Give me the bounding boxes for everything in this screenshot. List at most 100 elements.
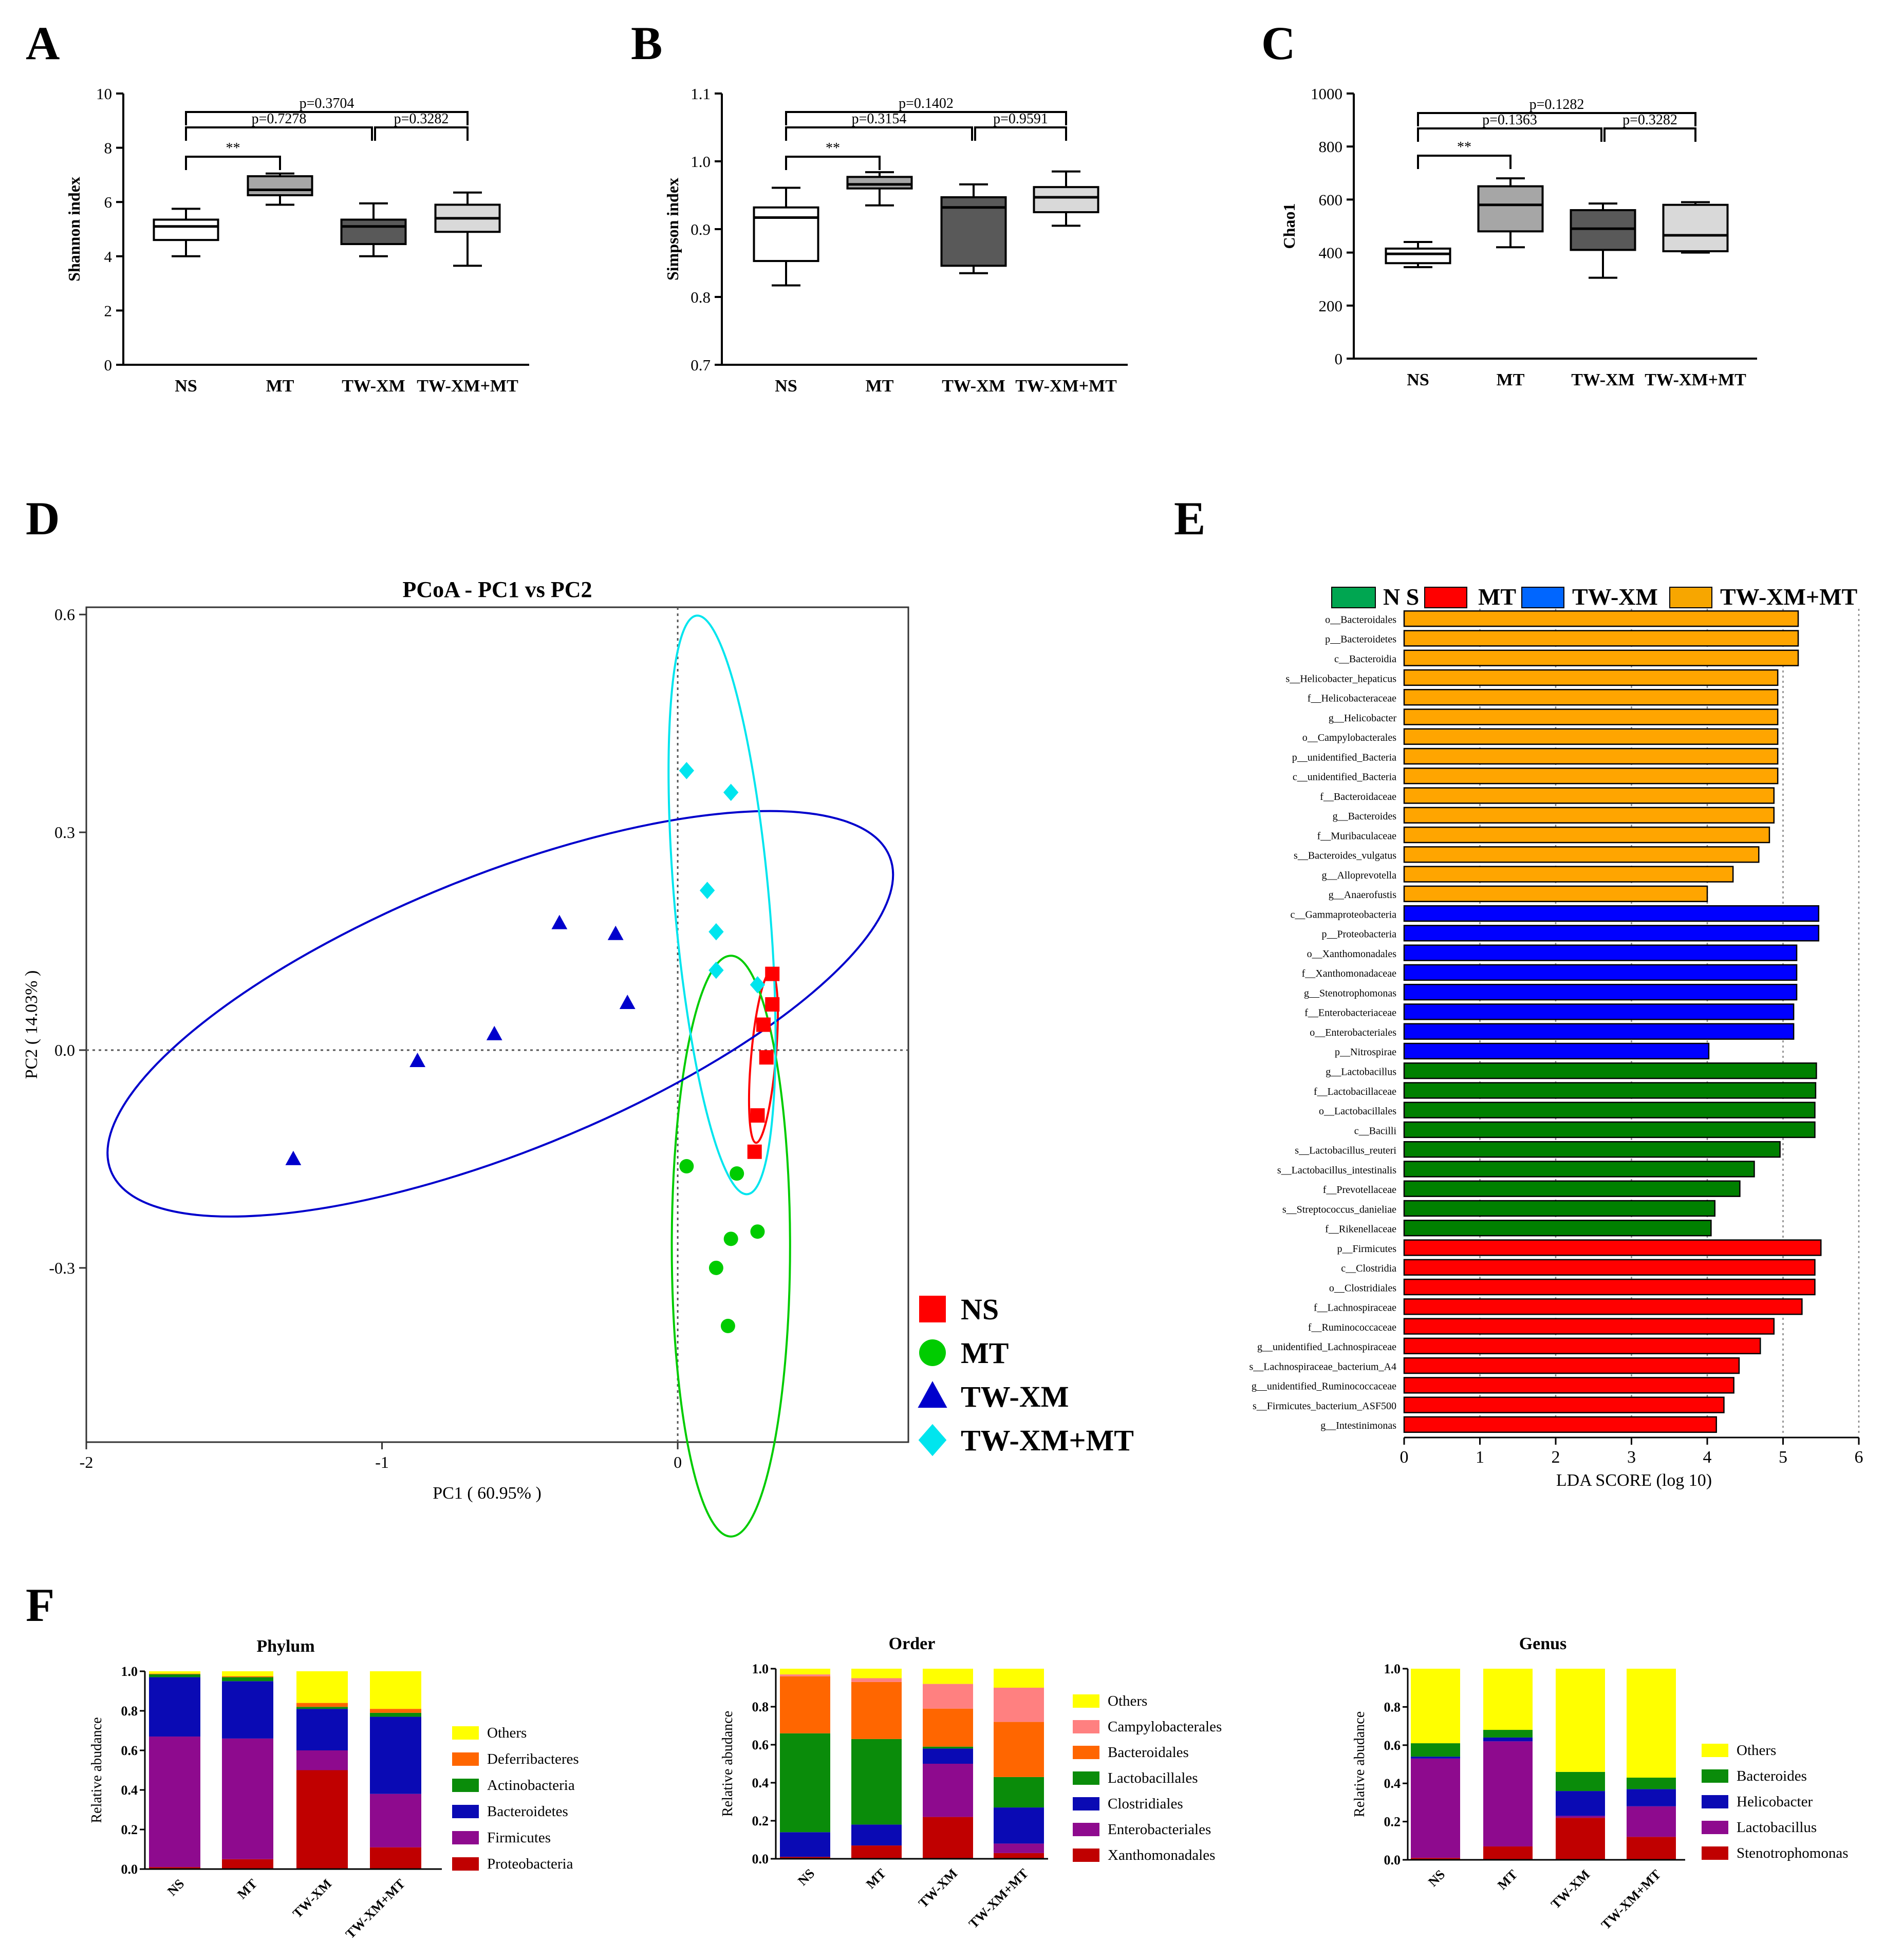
bar-label: p__Bacteroidetes	[1325, 634, 1396, 645]
lda-bar	[1403, 1121, 1816, 1138]
x-tick-label: MT	[266, 377, 294, 396]
y-tick-label: 0.9	[691, 220, 711, 238]
bar-label: f__Muribaculaceae	[1317, 830, 1396, 842]
legend-swatch	[1702, 1821, 1728, 1834]
lda-bar	[1403, 1278, 1816, 1296]
data-point-ns	[765, 997, 780, 1012]
lda-bar	[1403, 1298, 1803, 1315]
stack-segment-others	[1411, 1669, 1460, 1744]
box-tw-xm	[340, 218, 407, 246]
significance-bracket	[185, 126, 373, 141]
lda-bar	[1403, 768, 1779, 785]
data-point-mt	[750, 1224, 765, 1239]
panel-letter-d: D	[26, 492, 60, 545]
bar-label: s__Firmicutes_bacterium_ASF500	[1253, 1401, 1396, 1412]
legend-swatch	[1669, 587, 1712, 608]
stack-segment-firmicutes	[370, 1794, 421, 1847]
stack-segment-bacteroidales	[780, 1676, 830, 1733]
stack-segment-others	[1556, 1669, 1605, 1772]
legend-label: MT	[1478, 584, 1516, 610]
stack-segment-bacteroidetes	[296, 1709, 348, 1750]
stack-segment-lactobacillus	[1411, 1758, 1460, 1858]
stack-segment-bacteroidales	[851, 1682, 902, 1739]
stack-segment-others	[222, 1671, 273, 1676]
x-tick-label: NS	[795, 1866, 817, 1889]
y-tick-label: 1.0	[752, 1662, 769, 1676]
data-point-mt	[720, 1318, 735, 1333]
confidence-ellipse-mt	[670, 955, 791, 1538]
data-point-tw-xm	[619, 995, 636, 1010]
legend-label: Bacteroides	[1737, 1768, 1807, 1784]
data-point-tw-xm+mt	[708, 923, 724, 941]
x-tick-label: MT	[1497, 370, 1525, 389]
x-tick-label: TW-XM+MT	[417, 377, 518, 396]
bar-label: f__Lactobacillaceae	[1314, 1086, 1396, 1097]
stack-segment-others	[296, 1671, 348, 1703]
y-tick-label: 0.6	[121, 1743, 138, 1758]
bar-label: f__Helicobacteraceae	[1308, 693, 1396, 704]
bar-label: o__Campylobacterales	[1302, 732, 1396, 743]
lda-bar	[1403, 1102, 1816, 1118]
stack-segment-xanthomonadales	[851, 1845, 902, 1859]
y-tick-label: 0	[1335, 350, 1343, 368]
y-axis-title: Relative abudance	[89, 1717, 105, 1823]
stack-segment-others	[923, 1669, 973, 1684]
x-tick-label: 4	[1703, 1448, 1712, 1467]
data-point-mt	[679, 1159, 694, 1174]
legend-label: TW-XM	[1572, 584, 1658, 610]
y-tick-label: 0.4	[121, 1783, 138, 1798]
panel-b-simpson-boxplot: 0.7 0.8 0.9 1.0 1.1 Simpson index NS MT TW-XM TW-…	[663, 85, 1128, 396]
x-tick-label: TW-XM	[342, 377, 405, 396]
bar-label: o__Xanthomonadales	[1307, 948, 1397, 960]
legend-swatch	[452, 1726, 479, 1740]
significance-label: p=0.9591	[993, 111, 1048, 127]
box-ns	[753, 206, 819, 263]
stack-segment-lactobacillus	[1483, 1741, 1533, 1846]
x-tick-label: MT	[1495, 1867, 1520, 1893]
lda-bar	[1403, 649, 1799, 666]
legend-swatch	[452, 1779, 479, 1792]
legend-swatch	[1073, 1694, 1099, 1708]
data-point-tw-xm+mt	[708, 961, 724, 979]
x-tick-label: TW-XM+MT	[1015, 377, 1117, 396]
x-tick-label: NS	[164, 1876, 187, 1899]
y-tick-label: 0.2	[1384, 1815, 1401, 1830]
lda-bar	[1403, 1200, 1715, 1217]
x-tick-label: MT	[866, 377, 894, 396]
lda-bar	[1403, 925, 1820, 942]
lda-bar	[1403, 610, 1799, 627]
significance-bracket	[785, 156, 881, 170]
stack-segment-lactobacillales	[851, 1739, 902, 1825]
y-tick-label: 0.8	[691, 288, 711, 306]
chart-title: PCoA - PC1 vs PC2	[402, 577, 592, 602]
y-tick-label: 200	[1319, 297, 1343, 315]
stack-segment-helicobacter	[1411, 1757, 1460, 1759]
plot-frame	[85, 606, 909, 1443]
x-tick-label: NS	[1407, 370, 1429, 389]
x-tick-label: 0	[674, 1453, 682, 1471]
panel-e-lda-bar-chart: o__Bacteroidales p__Bacteroidetes c__Bacte…	[1249, 584, 1863, 1490]
data-point-mt	[708, 1260, 723, 1275]
bar-label: g__Alloprevotella	[1321, 870, 1396, 881]
lda-bar	[1403, 1377, 1734, 1394]
legend-swatch	[1702, 1846, 1728, 1860]
bar-label: o__Clostridiales	[1329, 1282, 1396, 1294]
legend-label: TW-XM	[961, 1380, 1069, 1413]
stack-segment-stenotrophomonas	[1483, 1846, 1533, 1860]
x-tick-label: TW-XM	[1548, 1867, 1593, 1912]
y-tick-label: 400	[1319, 244, 1343, 262]
stack-segment-enterobacteriales	[994, 1843, 1044, 1853]
stack-segment-others	[149, 1671, 200, 1674]
lda-bar	[1403, 669, 1779, 686]
legend-label: Deferribacteres	[487, 1751, 579, 1767]
lda-bar	[1403, 1141, 1781, 1158]
bar-label: p__unidentified_Bacteria	[1292, 752, 1396, 763]
legend-label: Clostridiales	[1108, 1796, 1183, 1812]
significance-bracket	[185, 156, 281, 170]
panel-f-genus-stacked-bar: Genus NS MT TW-XM TW-XM+MT 0.0 0.2 0.4 0.6 0.8 1.0…	[1352, 1634, 1849, 1932]
data-point-tw-xm+mt	[723, 783, 739, 801]
bar-label: g__unidentified_Lachnospiraceae	[1257, 1341, 1396, 1353]
data-point-tw-xm+mt	[679, 762, 695, 779]
box-mt	[1477, 185, 1544, 233]
box-mt	[846, 176, 913, 190]
